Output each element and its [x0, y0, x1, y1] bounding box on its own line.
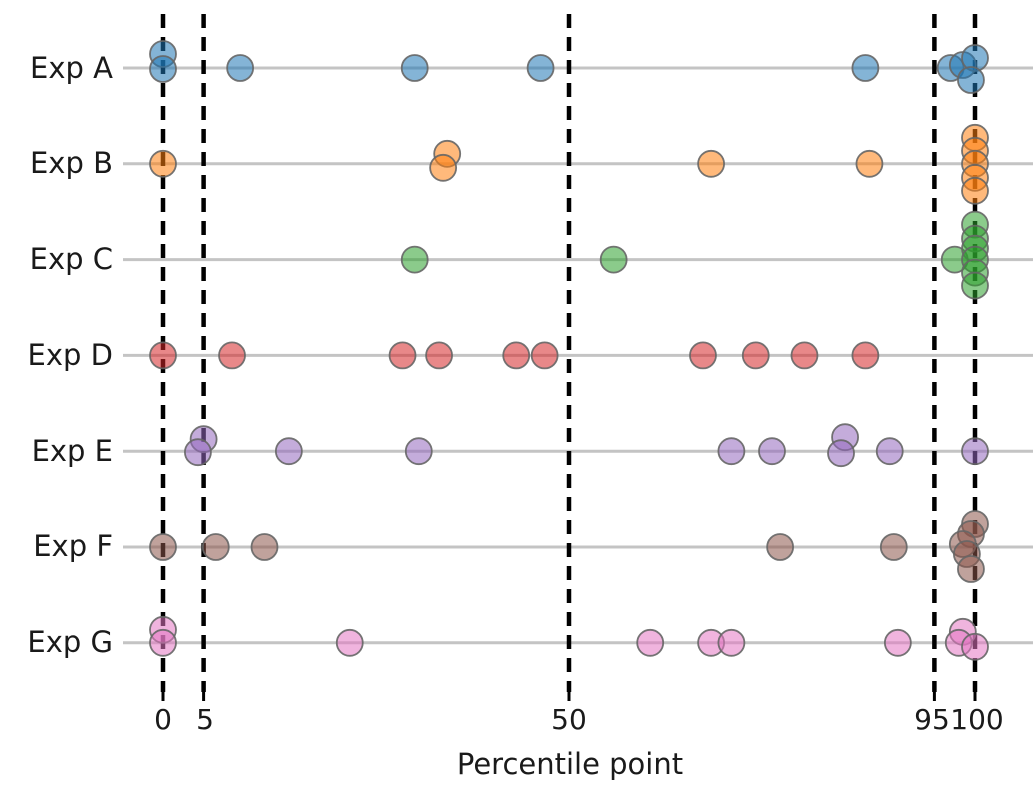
row-label-exp-a: Exp A [30, 51, 113, 85]
data-point [149, 55, 177, 83]
data-point [201, 533, 230, 561]
data-point [697, 149, 725, 178]
x-axis-tick-labels: 0 5 50 95 100 [154, 703, 1004, 736]
data-point [961, 271, 989, 300]
x-tick-label-0: 0 [154, 703, 172, 736]
data-point [790, 341, 819, 370]
data-point [636, 628, 665, 657]
data-point [766, 533, 795, 561]
x-axis-title: Percentile point [457, 747, 683, 781]
data-point [957, 66, 985, 94]
data-point [184, 438, 212, 467]
data-point [717, 437, 746, 466]
data-point [961, 176, 989, 205]
data-point [404, 437, 433, 466]
data-point [400, 245, 429, 274]
data-point [335, 628, 364, 657]
row-label-exp-g: Exp G [27, 625, 113, 659]
x-tick-label-50: 50 [551, 703, 587, 736]
data-point [599, 245, 628, 274]
data-point [957, 555, 985, 583]
data-point [149, 149, 177, 178]
data-point [961, 437, 989, 466]
data-points-layer [149, 40, 989, 661]
data-point [689, 341, 717, 370]
data-point [149, 533, 177, 561]
data-point [758, 437, 786, 466]
row-label-exp-b: Exp B [30, 146, 113, 180]
data-point [741, 341, 770, 370]
data-point [274, 437, 303, 466]
x-tick-label-95: 95 [914, 703, 950, 736]
data-point [526, 54, 555, 82]
data-point [879, 533, 908, 561]
data-point [851, 341, 880, 370]
row-label-exp-d: Exp D [28, 338, 113, 372]
x-tick-label-5: 5 [196, 703, 214, 736]
data-point [149, 628, 177, 657]
data-point [226, 54, 255, 82]
data-point [425, 341, 453, 370]
x-tick-label-100: 100 [950, 703, 1003, 736]
data-point [388, 341, 417, 370]
data-point [530, 341, 559, 370]
data-point [851, 54, 880, 82]
row-label-exp-c: Exp C [30, 242, 113, 276]
row-label-exp-f: Exp F [33, 529, 113, 563]
data-point [717, 628, 746, 657]
data-point [883, 628, 912, 657]
data-point [400, 54, 429, 82]
y-category-labels: Exp A Exp B Exp C Exp D Exp E Exp F Exp … [27, 51, 113, 659]
data-point [429, 153, 458, 182]
data-point [827, 439, 855, 468]
data-point [855, 149, 884, 178]
data-point [502, 341, 531, 370]
data-point [961, 632, 989, 661]
data-point [218, 341, 246, 370]
data-point [149, 341, 177, 370]
data-point [875, 437, 904, 466]
row-label-exp-e: Exp E [32, 434, 113, 468]
data-point [250, 533, 279, 561]
